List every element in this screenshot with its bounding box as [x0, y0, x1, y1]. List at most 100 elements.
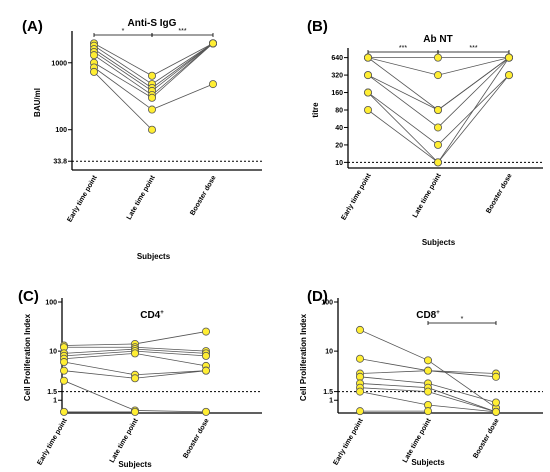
subject-line — [93, 71, 153, 130]
data-point — [60, 407, 69, 416]
panel-title-superscript: + — [436, 310, 440, 316]
data-point — [433, 123, 442, 132]
data-point — [423, 387, 432, 396]
y-tick-label: 100 — [321, 300, 333, 307]
panel-title-text: CD4 — [140, 310, 160, 321]
data-point — [433, 140, 442, 149]
panel-title-text: CD8 — [416, 310, 436, 321]
panel-title-text: Anti-S IgG — [128, 18, 177, 29]
y-tick-label: 33.8 — [53, 159, 67, 166]
significance-label: * — [461, 316, 464, 323]
data-point — [504, 53, 513, 62]
panel-letter: (A) — [22, 18, 43, 35]
x-axis-label: Subjects — [137, 252, 171, 261]
x-tick-label: Late time point — [412, 172, 443, 219]
data-point — [363, 106, 372, 115]
x-tick-label: Booster dose — [182, 417, 210, 459]
panel-letter: (C) — [18, 288, 39, 305]
chart-panel-1: (A) Anti-S IgG 33.8 100 1000 BAU/ml Early time… — [22, 18, 262, 261]
y-tick-label: 1 — [53, 398, 57, 405]
x-tick-label: Early time point — [66, 174, 99, 224]
y-tick-label: 20 — [335, 142, 343, 149]
panel-title: CD8+ — [416, 310, 440, 321]
subject-line — [367, 57, 510, 111]
data-point — [147, 93, 156, 102]
x-axis-label: Subjects — [422, 238, 456, 247]
x-tick-label: Late time point — [126, 174, 157, 221]
data-point — [491, 407, 500, 416]
data-point — [208, 39, 217, 48]
y-tick-label: 1.5 — [323, 389, 333, 396]
x-tick-label: Early time point — [340, 172, 373, 222]
y-axis-label: Cell Proliferation Index — [23, 313, 32, 401]
x-tick-label: Late time point — [109, 417, 140, 464]
x-axis-label: Subjects — [118, 460, 152, 469]
panel-title: Ab NT — [423, 34, 452, 45]
data-point — [201, 407, 210, 416]
panel-title: CD4+ — [140, 310, 164, 321]
data-point — [60, 358, 69, 367]
data-point — [147, 71, 156, 80]
x-tick-label: Booster dose — [189, 174, 217, 216]
significance-label: *** — [399, 45, 407, 52]
data-point — [355, 325, 364, 334]
data-point — [130, 407, 139, 416]
x-tick-label: Booster dose — [485, 172, 513, 214]
data-point — [433, 106, 442, 115]
chart-panel-2: (B) Ab NT 10 20 40 80 160 320 640 titre Early time… — [307, 18, 543, 247]
y-tick-label: 40 — [335, 125, 343, 132]
y-tick-label: 320 — [331, 73, 343, 80]
data-point — [147, 105, 156, 114]
data-point — [491, 372, 500, 381]
y-tick-label: 640 — [331, 55, 343, 62]
data-point — [147, 125, 156, 134]
y-tick-label: 80 — [335, 108, 343, 115]
data-point — [90, 51, 99, 60]
y-axis-label: Cell Proliferation Index — [299, 313, 308, 401]
panel-title: Anti-S IgG — [128, 18, 177, 29]
significance-label: *** — [469, 45, 477, 52]
data-point — [201, 366, 210, 375]
y-axis-label: titre — [311, 102, 320, 118]
x-tick-label: Early time point — [36, 417, 69, 467]
data-point — [423, 356, 432, 365]
y-axis-label: BAU/ml — [33, 88, 42, 117]
x-tick-label: Booster dose — [472, 417, 500, 459]
data-point — [363, 53, 372, 62]
data-point — [363, 71, 372, 80]
data-point — [433, 158, 442, 167]
data-point — [201, 327, 210, 336]
y-tick-label: 1000 — [51, 60, 67, 67]
y-tick-label: 1 — [329, 398, 333, 405]
data-point — [60, 366, 69, 375]
data-point — [130, 374, 139, 383]
y-tick-label: 10 — [325, 349, 333, 356]
panel-title-text: Ab NT — [423, 34, 452, 45]
y-tick-label: 1.5 — [47, 389, 57, 396]
data-point — [208, 80, 217, 89]
data-point — [355, 372, 364, 381]
data-point — [355, 387, 364, 396]
y-tick-label: 10 — [49, 349, 57, 356]
data-point — [130, 349, 139, 358]
data-point — [423, 366, 432, 375]
data-point — [355, 354, 364, 363]
subject-line — [367, 57, 510, 111]
data-point — [423, 407, 432, 416]
subject-line — [367, 57, 510, 128]
y-tick-label: 100 — [45, 300, 57, 307]
data-point — [491, 398, 500, 407]
data-point — [90, 67, 99, 76]
y-tick-label: 10 — [335, 160, 343, 167]
data-point — [433, 53, 442, 62]
y-tick-label: 100 — [55, 127, 67, 134]
data-point — [60, 376, 69, 385]
data-point — [504, 71, 513, 80]
significance-label: *** — [178, 28, 186, 35]
panel-title-superscript: + — [160, 310, 164, 316]
panel-letter: (D) — [307, 288, 328, 305]
data-point — [433, 71, 442, 80]
